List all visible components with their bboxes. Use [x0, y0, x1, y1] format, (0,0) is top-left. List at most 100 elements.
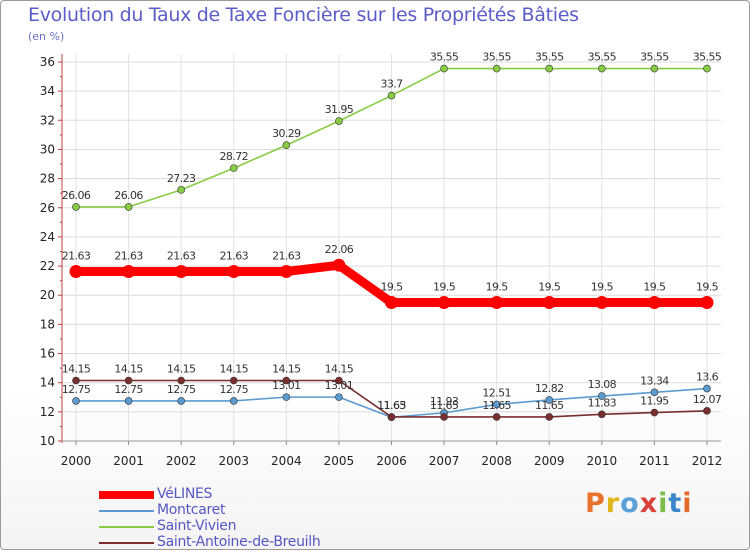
data-point — [227, 264, 241, 278]
data-label: 11.83 — [588, 396, 617, 409]
data-label: 13.6 — [696, 371, 719, 384]
data-label: 35.55 — [640, 51, 669, 64]
data-point — [598, 410, 606, 419]
data-point — [598, 392, 606, 400]
x-tick-label: 2004 — [271, 454, 302, 468]
data-point — [545, 413, 554, 421]
data-label: 19.5 — [433, 281, 456, 294]
data-point — [279, 264, 293, 278]
data-label: 11.65 — [535, 399, 564, 412]
data-label: 11.65 — [430, 399, 459, 412]
x-tick-label: 2001 — [113, 454, 144, 468]
data-label: 11.93 — [430, 395, 459, 408]
y-tick-label: 16 — [40, 347, 55, 361]
x-tick-label: 2009 — [534, 454, 565, 468]
data-labels: 21.63 21.63 21.63 21.63 21.63 22.06 19.5 19.5 19… — [62, 51, 723, 413]
y-tick-label: 26 — [40, 201, 55, 215]
data-label: 19.5 — [486, 281, 509, 294]
legend-label: Saint-Vivien — [157, 518, 237, 534]
x-tick-label: 2002 — [166, 454, 197, 468]
data-point — [703, 384, 711, 393]
x-tick-label: 2007 — [429, 454, 460, 468]
data-label: 35.55 — [482, 51, 511, 64]
data-point — [177, 376, 185, 385]
data-label: 13.08 — [588, 378, 617, 391]
data-point — [492, 400, 501, 409]
data-label: 19.5 — [591, 281, 614, 294]
data-label: 14.15 — [325, 363, 354, 376]
y-unit-label: (en %) — [28, 30, 65, 43]
x-tick-label: 2011 — [639, 454, 670, 468]
legend-swatch — [99, 542, 154, 544]
axes: 10 12 14 16 18 20 22 24 26 28 30 32 34 36 2000 2001 2002… — [40, 54, 722, 468]
data-label: 11.95 — [640, 395, 669, 408]
y-tick-label: 10 — [40, 434, 55, 448]
data-label: 14.15 — [114, 363, 143, 376]
data-point — [440, 64, 448, 73]
data-point — [703, 407, 711, 415]
data-point — [177, 186, 185, 194]
data-point — [124, 376, 133, 385]
data-label: 33.7 — [380, 78, 403, 91]
x-tick-label: 2005 — [324, 454, 355, 468]
data-point — [385, 296, 398, 310]
data-label: 12.75 — [114, 383, 143, 396]
data-label: 12.75 — [220, 383, 249, 396]
data-label: 28.72 — [220, 150, 249, 163]
y-tick-label: 20 — [40, 288, 55, 302]
y-tick-label: 12 — [40, 405, 55, 419]
data-point — [437, 296, 451, 310]
data-label: 31.95 — [325, 103, 354, 116]
data-label: 19.5 — [538, 281, 561, 294]
data-point — [647, 296, 661, 310]
data-point — [492, 413, 501, 421]
y-tick-label: 28 — [40, 172, 55, 186]
legend-swatch — [99, 526, 154, 528]
data-label: 22.06 — [325, 243, 354, 256]
data-point — [332, 258, 346, 272]
data-point — [72, 376, 80, 385]
data-label: 12.07 — [693, 393, 722, 406]
series-lines — [69, 64, 714, 422]
x-tick-label: 2008 — [481, 454, 512, 468]
data-point — [177, 397, 185, 405]
data-point — [650, 388, 659, 397]
data-point — [122, 264, 136, 278]
legend-swatch — [99, 491, 154, 499]
data-label: 14.15 — [62, 363, 91, 376]
data-label: 19.5 — [696, 281, 719, 294]
data-label: 35.55 — [430, 51, 459, 64]
x-tick-label: 2000 — [61, 454, 92, 468]
data-label: 27.23 — [167, 172, 196, 185]
data-label: 14.15 — [220, 363, 249, 376]
data-point — [545, 64, 554, 73]
data-point — [492, 64, 501, 73]
data-point — [650, 408, 659, 417]
data-point — [490, 296, 504, 310]
data-label: 35.55 — [693, 51, 722, 64]
data-point — [598, 64, 606, 73]
x-tick-label: 2003 — [218, 454, 249, 468]
data-point — [282, 393, 291, 401]
data-point — [703, 64, 711, 73]
legend-label: Montcaret — [157, 502, 226, 518]
data-label: 21.63 — [62, 249, 91, 262]
y-tick-label: 18 — [40, 317, 55, 331]
x-tick-label: 2006 — [376, 454, 407, 468]
data-label: 11.65 — [377, 399, 406, 412]
data-point — [229, 164, 238, 172]
data-label: 14.15 — [167, 363, 196, 376]
data-point — [174, 264, 188, 278]
data-label: 12.75 — [167, 383, 196, 396]
data-label: 21.63 — [114, 249, 143, 262]
y-tick-label: 30 — [40, 142, 55, 156]
data-label: 35.55 — [535, 51, 564, 64]
data-label: 11.63 — [377, 399, 406, 412]
data-label: 13.34 — [640, 374, 669, 387]
x-tick-label: 2010 — [587, 454, 618, 468]
data-label: 21.63 — [220, 249, 249, 262]
data-label: 19.5 — [380, 281, 403, 294]
data-point — [124, 203, 133, 211]
data-label: 35.55 — [588, 51, 617, 64]
